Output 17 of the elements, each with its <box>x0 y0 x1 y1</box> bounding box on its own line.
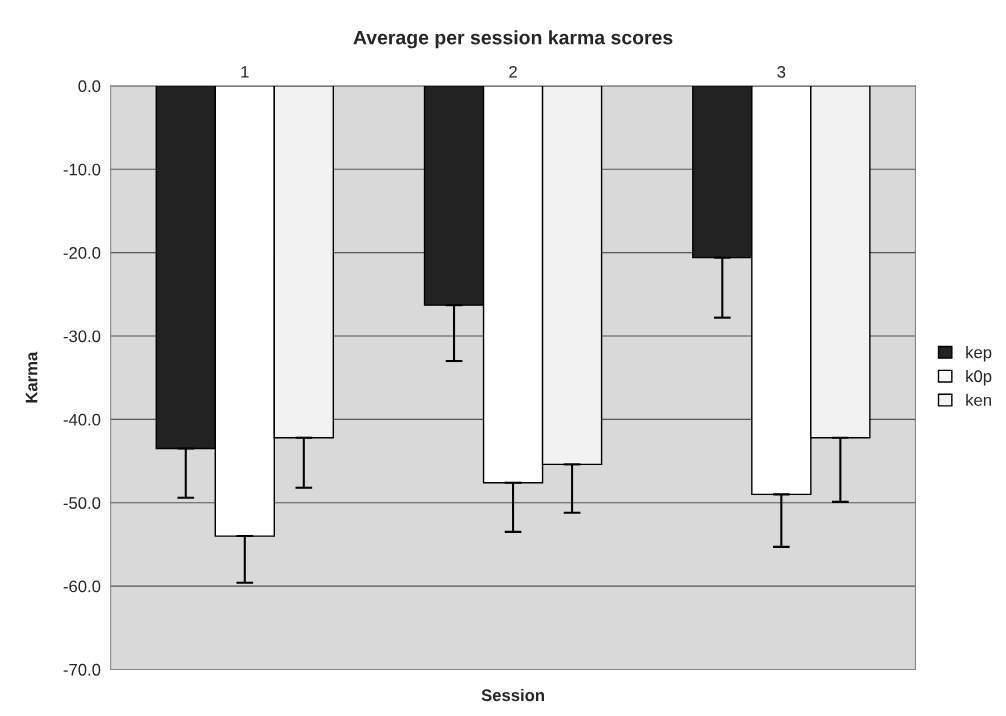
y-tick-label: -30.0 <box>63 330 101 343</box>
x-tick-label: 1 <box>241 66 249 78</box>
y-tick-label: -20.0 <box>63 247 101 259</box>
y-tick-label: -60.0 <box>63 580 101 593</box>
x-tick-label: 3 <box>777 65 786 78</box>
x-axis-title: Session <box>481 688 544 702</box>
y-tick-label: -50.0 <box>63 497 101 509</box>
legend-label: kep <box>966 346 992 362</box>
legend-label: ken <box>966 393 991 407</box>
y-tick-label: 0.0 <box>78 80 101 93</box>
y-tick-label: -70.0 <box>63 663 101 676</box>
chart-title: Average per session karma scores <box>353 30 673 49</box>
x-tick-label: 2 <box>509 65 517 78</box>
legend-label: k0p <box>966 369 992 386</box>
y-tick-label: -40.0 <box>63 413 101 426</box>
y-tick-label: -10.0 <box>63 163 101 176</box>
y-axis-title: Karma <box>25 351 38 403</box>
